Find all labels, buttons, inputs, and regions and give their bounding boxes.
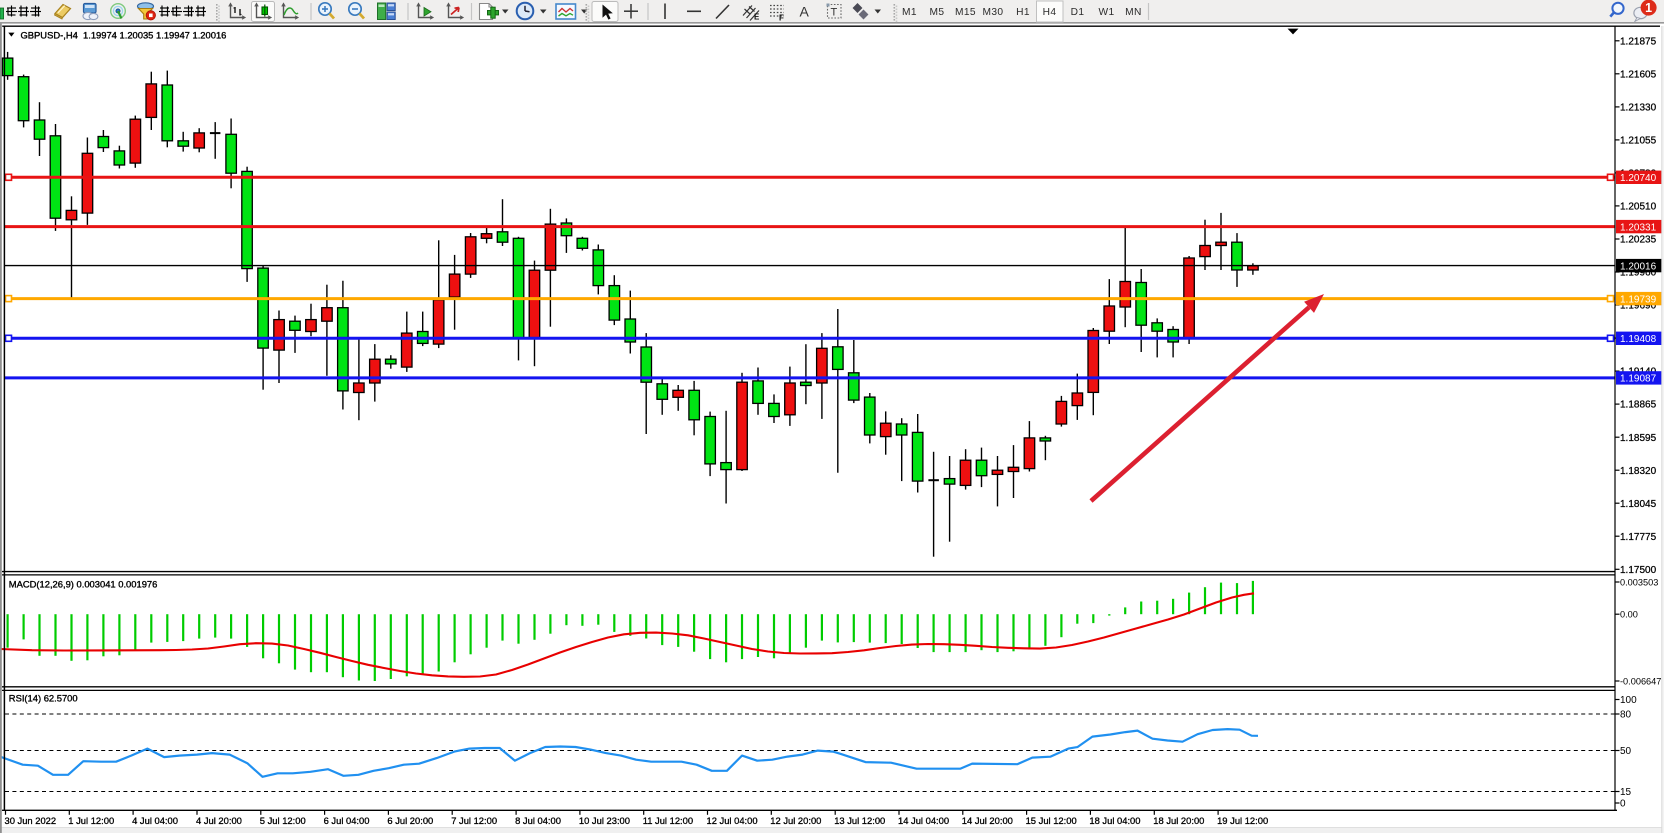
svg-text:1.17500: 1.17500 xyxy=(1620,565,1657,576)
svg-text:1.17775: 1.17775 xyxy=(1620,532,1657,543)
svg-text:1 Jul 12:00: 1 Jul 12:00 xyxy=(68,815,114,826)
svg-text:14 Jul 04:00: 14 Jul 04:00 xyxy=(898,815,949,826)
svg-text:E: E xyxy=(754,13,760,22)
svg-text:4 Jul 20:00: 4 Jul 20:00 xyxy=(196,815,242,826)
svg-text:100: 100 xyxy=(1620,695,1637,706)
svg-text:GBPUSD-,H4 1.19974 1.20035 1.: GBPUSD-,H4 1.19974 1.20035 1.19947 1.200… xyxy=(21,29,227,40)
svg-text:MACD(12,26,9) 0.003041 0.00197: MACD(12,26,9) 0.003041 0.001976 xyxy=(9,578,158,589)
svg-text:1.21330: 1.21330 xyxy=(1620,103,1657,114)
svg-text:1: 1 xyxy=(1645,1,1652,15)
svg-text:1.20331: 1.20331 xyxy=(1620,222,1657,233)
svg-text:M5: M5 xyxy=(930,7,945,18)
svg-text:1.18595: 1.18595 xyxy=(1620,433,1657,444)
svg-text:1.19087: 1.19087 xyxy=(1620,374,1657,385)
svg-text:1.21875: 1.21875 xyxy=(1620,36,1657,47)
svg-text:0: 0 xyxy=(1620,799,1626,810)
svg-text:30 Jun 2022: 30 Jun 2022 xyxy=(5,815,57,826)
svg-text:1.20740: 1.20740 xyxy=(1620,173,1657,184)
svg-text:A: A xyxy=(800,4,810,20)
svg-text:W1: W1 xyxy=(1098,7,1114,18)
svg-text:MN: MN xyxy=(1125,7,1142,18)
svg-text:H1: H1 xyxy=(1016,7,1030,18)
svg-text:1.19960: 1.19960 xyxy=(1620,268,1657,279)
svg-text:1.21055: 1.21055 xyxy=(1620,136,1657,147)
svg-text:M30: M30 xyxy=(982,7,1003,18)
svg-text:-0.006647: -0.006647 xyxy=(1620,676,1661,686)
svg-text:T: T xyxy=(831,7,838,19)
svg-text:1.20510: 1.20510 xyxy=(1620,202,1657,213)
svg-text:F: F xyxy=(779,14,784,23)
svg-text:80: 80 xyxy=(1620,710,1632,721)
svg-text:6 Jul 04:00: 6 Jul 04:00 xyxy=(324,815,370,826)
svg-text:5 Jul 12:00: 5 Jul 12:00 xyxy=(260,815,306,826)
svg-text:M15: M15 xyxy=(955,7,976,18)
svg-text:19 Jul 12:00: 19 Jul 12:00 xyxy=(1217,815,1268,826)
svg-text:6 Jul 20:00: 6 Jul 20:00 xyxy=(387,815,433,826)
svg-text:H4: H4 xyxy=(1043,7,1057,18)
svg-text:1.19690: 1.19690 xyxy=(1620,301,1657,312)
svg-text:7 Jul 12:00: 7 Jul 12:00 xyxy=(451,815,497,826)
svg-text:1.20235: 1.20235 xyxy=(1620,235,1657,246)
svg-text:1.20016: 1.20016 xyxy=(1620,261,1657,272)
svg-text:1.18865: 1.18865 xyxy=(1620,400,1657,411)
svg-text:13 Jul 12:00: 13 Jul 12:00 xyxy=(834,815,885,826)
svg-text:18 Jul 20:00: 18 Jul 20:00 xyxy=(1153,815,1204,826)
svg-text:15: 15 xyxy=(1620,787,1632,798)
svg-text:RSI(14) 62.5700: RSI(14) 62.5700 xyxy=(9,693,78,704)
svg-text:M1: M1 xyxy=(902,7,917,18)
svg-text:10 Jul 23:00: 10 Jul 23:00 xyxy=(579,815,630,826)
svg-text:1.19408: 1.19408 xyxy=(1620,334,1657,345)
svg-text:11 Jul 12:00: 11 Jul 12:00 xyxy=(643,815,693,826)
svg-text:1.18045: 1.18045 xyxy=(1620,499,1657,510)
svg-text:1.18320: 1.18320 xyxy=(1620,466,1657,477)
svg-text:50: 50 xyxy=(1620,746,1632,757)
svg-text:12 Jul 04:00: 12 Jul 04:00 xyxy=(707,815,758,826)
svg-text:18 Jul 04:00: 18 Jul 04:00 xyxy=(1089,815,1140,826)
svg-text:0.003503: 0.003503 xyxy=(1620,577,1658,587)
svg-text:8 Jul 04:00: 8 Jul 04:00 xyxy=(515,815,561,826)
svg-text:1.21605: 1.21605 xyxy=(1620,69,1657,80)
svg-text:15 Jul 12:00: 15 Jul 12:00 xyxy=(1026,815,1077,826)
svg-text:4 Jul 04:00: 4 Jul 04:00 xyxy=(132,815,178,826)
svg-text:1.19739: 1.19739 xyxy=(1620,294,1657,305)
svg-text:14 Jul 20:00: 14 Jul 20:00 xyxy=(962,815,1013,826)
svg-text:0.00: 0.00 xyxy=(1620,610,1638,620)
svg-text:12 Jul 20:00: 12 Jul 20:00 xyxy=(770,815,821,826)
svg-text:D1: D1 xyxy=(1071,7,1085,18)
